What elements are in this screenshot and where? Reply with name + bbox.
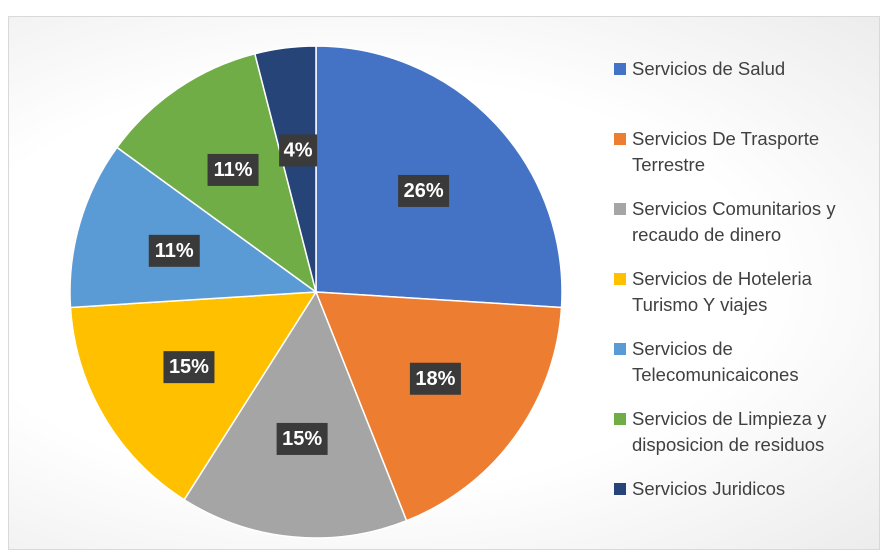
legend-label: Servicios de Telecomunicaicones bbox=[632, 338, 799, 385]
pie-slice bbox=[314, 291, 563, 522]
legend-item: Servicios de Telecomunicaicones bbox=[610, 336, 872, 406]
legend-item: Servicios de Limpieza y disposicion de r… bbox=[610, 406, 872, 476]
legend-label: Servicios De Trasporte Terrestre bbox=[632, 128, 820, 175]
pie-slice bbox=[253, 45, 317, 293]
legend-swatch bbox=[614, 273, 626, 285]
legend: Servicios de Salud Servicios De Trasporte… bbox=[610, 56, 872, 546]
data-label-box bbox=[398, 174, 450, 207]
legend-swatch bbox=[614, 413, 626, 425]
legend-swatch bbox=[614, 133, 626, 145]
legend-swatch bbox=[614, 203, 626, 215]
pie-slice bbox=[69, 291, 318, 501]
data-label-box bbox=[148, 234, 200, 267]
data-label-box bbox=[207, 153, 259, 186]
data-label-box bbox=[409, 362, 461, 395]
data-label: 11% bbox=[155, 240, 194, 262]
data-label: 4% bbox=[284, 139, 313, 161]
legend-item: Servicios de Hoteleria Turismo Y viajes bbox=[610, 266, 872, 336]
data-label: 15% bbox=[282, 428, 322, 450]
data-label: 26% bbox=[404, 180, 444, 202]
legend-swatch bbox=[614, 343, 626, 355]
legend-label: Servicios de Limpieza y disposicion de r… bbox=[632, 408, 827, 455]
data-label: 15% bbox=[169, 356, 209, 378]
data-label-box bbox=[279, 134, 318, 167]
legend-label: Servicios Juridicos bbox=[632, 478, 786, 499]
data-label-box bbox=[163, 351, 215, 384]
legend-item: Servicios Comunitarios y recaudo de dine… bbox=[610, 196, 872, 266]
data-label: 18% bbox=[415, 368, 455, 390]
legend-swatch bbox=[614, 63, 626, 75]
legend-item: Servicios de Salud bbox=[610, 56, 872, 126]
legend-swatch bbox=[614, 483, 626, 495]
data-label-box bbox=[276, 422, 328, 455]
legend-label: Servicios de Hoteleria Turismo Y viajes bbox=[632, 268, 812, 315]
legend-item: Servicios De Trasporte Terrestre bbox=[610, 126, 872, 196]
legend-label: Servicios Comunitarios y recaudo de dine… bbox=[632, 198, 836, 245]
data-label: 11% bbox=[214, 159, 253, 181]
legend-item: Servicios Juridicos bbox=[610, 476, 872, 546]
pie-slice bbox=[183, 290, 408, 539]
pie-slice bbox=[69, 146, 319, 309]
legend-label: Servicios de Salud bbox=[632, 58, 786, 79]
